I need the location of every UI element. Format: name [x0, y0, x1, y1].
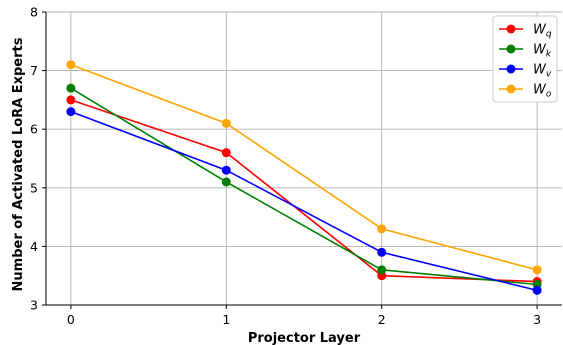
series-W-o	[66, 60, 542, 275]
series-W-q	[66, 95, 542, 287]
tick-labels: 0 1 2 3 3 4 5 6 7 8	[30, 5, 541, 328]
data-point	[377, 247, 387, 257]
y-tick-label: 5	[30, 180, 38, 195]
legend-item: Wq	[499, 23, 552, 40]
x-tick-label: 1	[222, 312, 230, 327]
data-point	[66, 95, 76, 105]
legend-marker	[506, 44, 516, 54]
data-point	[377, 265, 387, 275]
data-point	[532, 265, 542, 275]
legend-item: Wo	[499, 83, 552, 100]
series-W-v	[66, 107, 542, 295]
legend-label: Wq	[533, 23, 552, 40]
legend-item: Wk	[499, 43, 552, 60]
y-axis-title: Number of Activated LoRA Experts	[11, 37, 26, 291]
x-axis-title: Projector Layer	[248, 331, 361, 345]
data-point	[221, 177, 231, 187]
legend-marker	[506, 84, 516, 94]
data-point	[221, 148, 231, 158]
legend-marker	[506, 64, 516, 74]
axes	[45, 12, 562, 306]
data-point	[66, 83, 76, 93]
legend: Wq Wk Wv Wo	[492, 15, 558, 103]
y-tick-label: 7	[30, 63, 38, 78]
x-tick-label: 0	[67, 312, 75, 327]
series-line	[70, 63, 538, 271]
data-point	[221, 118, 231, 128]
legend-label: Wo	[533, 83, 552, 100]
series-line	[70, 110, 538, 292]
data-point	[377, 224, 387, 234]
legend-item: Wv	[499, 63, 552, 80]
x-tick-label: 2	[378, 312, 386, 327]
y-tick-label: 6	[30, 122, 38, 137]
data-point	[66, 107, 76, 117]
series-line	[70, 87, 538, 286]
data-point	[221, 165, 231, 175]
series-layer	[66, 60, 542, 295]
legend-marker	[506, 24, 516, 34]
y-tick-label: 3	[30, 298, 38, 313]
y-tick-label: 4	[30, 239, 38, 254]
data-point	[532, 285, 542, 295]
data-point	[66, 60, 76, 70]
grid	[46, 11, 562, 306]
legend-label: Wv	[533, 63, 552, 80]
series-W-k	[66, 83, 542, 289]
series-line	[70, 99, 538, 283]
legend-box	[492, 15, 558, 103]
x-tick-label: 3	[533, 312, 541, 327]
legend-label: Wk	[533, 43, 552, 60]
y-tick-label: 8	[30, 5, 38, 20]
